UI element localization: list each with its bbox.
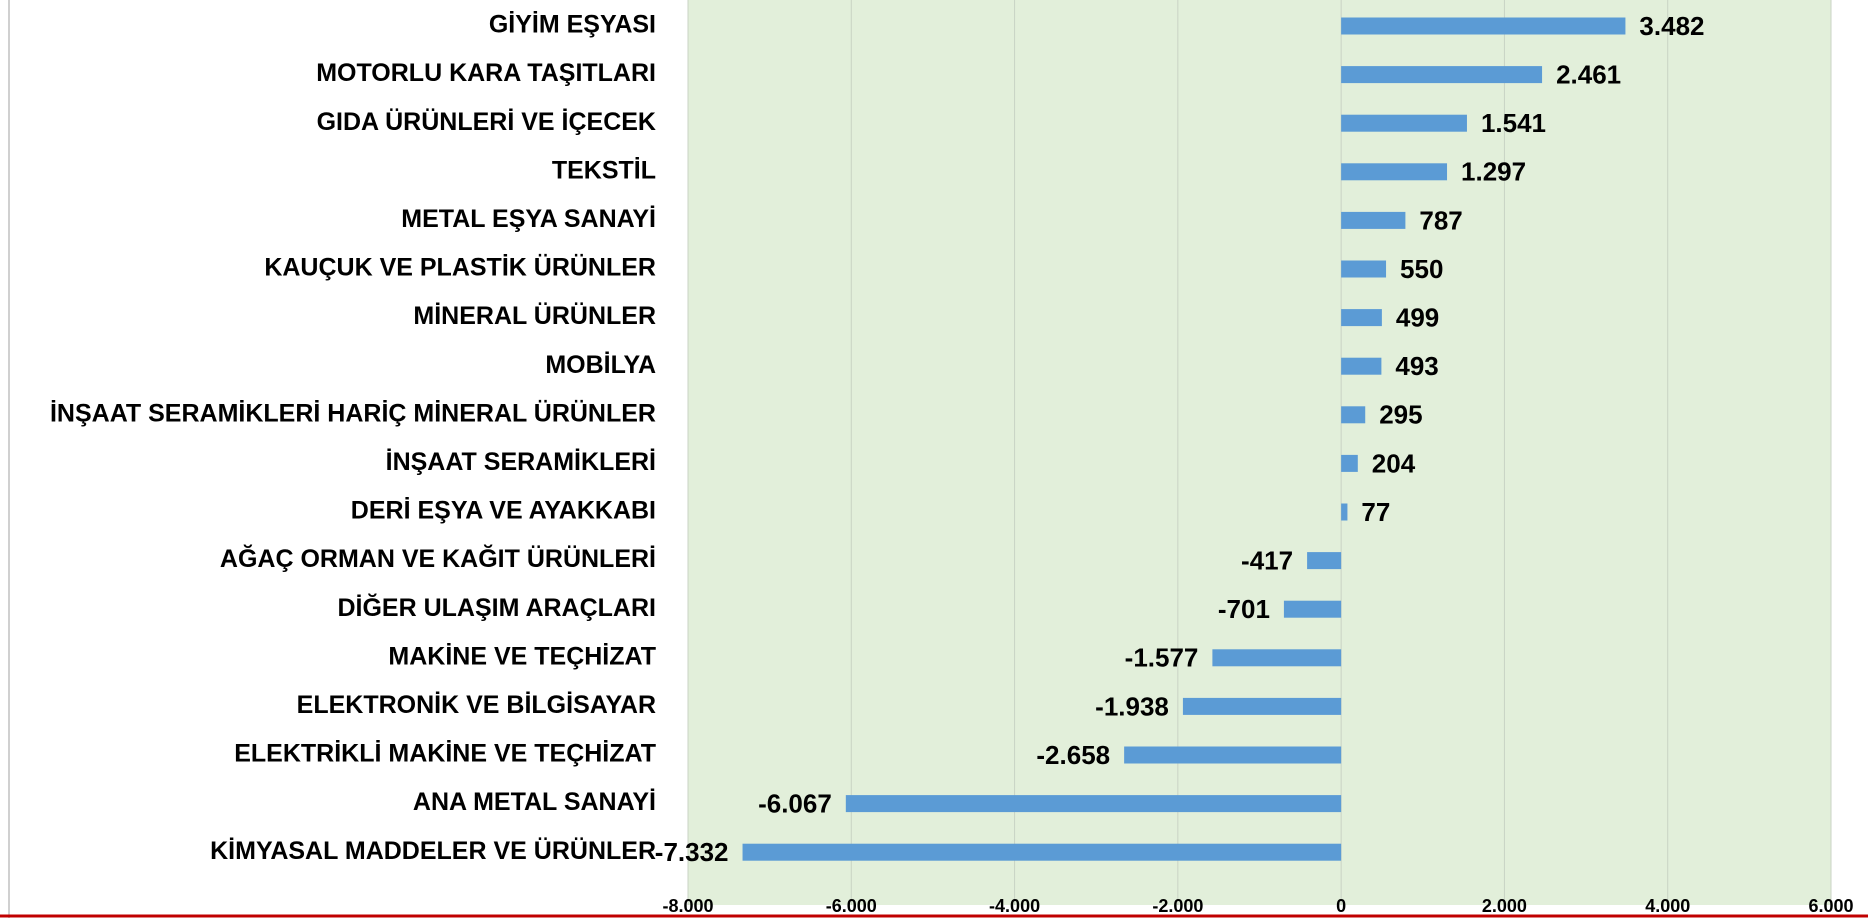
bar <box>1307 552 1342 570</box>
bar <box>1212 649 1342 667</box>
category-label: DERİ EŞYA VE AYAKKABI <box>351 497 656 525</box>
x-tick-label: -8.000 <box>662 896 713 916</box>
bar <box>1341 357 1382 375</box>
value-label: -417 <box>1241 545 1293 575</box>
x-tick-label: 2.000 <box>1482 896 1527 916</box>
category-label: GIDA ÜRÜNLERİ VE İÇECEK <box>317 107 656 136</box>
category-label: ANA METAL SANAYİ <box>413 788 656 816</box>
value-label: 493 <box>1395 351 1438 381</box>
value-label: -6.067 <box>758 788 832 818</box>
category-label: MAKİNE VE TEÇHİZAT <box>388 642 656 670</box>
category-label: MİNERAL ÜRÜNLER <box>413 301 656 330</box>
value-label: -7.332 <box>655 837 729 867</box>
bar <box>1341 17 1626 35</box>
bar <box>1341 503 1348 521</box>
bar <box>1182 697 1342 715</box>
bar <box>1341 406 1366 424</box>
value-label: -2.658 <box>1036 740 1110 770</box>
x-tick-label: 0 <box>1336 896 1346 916</box>
bar <box>1283 600 1342 618</box>
category-label: GİYİM EŞYASI <box>489 11 656 39</box>
category-label: KAUÇUK VE PLASTİK ÜRÜNLER <box>264 253 656 282</box>
category-label: MOBİLYA <box>545 351 656 379</box>
value-label: 3.482 <box>1639 11 1704 41</box>
category-label: DİĞER ULAŞIM ARAÇLARI <box>337 593 656 622</box>
value-label: 204 <box>1372 448 1416 478</box>
bar <box>1341 114 1467 132</box>
bar <box>1341 163 1448 181</box>
x-tick-label: -2.000 <box>1152 896 1203 916</box>
category-label: KİMYASAL MADDELER VE ÜRÜNLER <box>210 836 656 865</box>
value-label: 295 <box>1379 400 1422 430</box>
value-label: -1.577 <box>1125 643 1199 673</box>
category-label: METAL EŞYA SANAYİ <box>401 205 656 233</box>
plot-area <box>688 0 1831 905</box>
value-label: 2.461 <box>1556 59 1621 89</box>
category-label: İNŞAAT SERAMİKLERİ HARİÇ MİNERAL ÜRÜNLER <box>50 398 656 427</box>
bar <box>1341 454 1358 472</box>
bar <box>1341 309 1382 327</box>
value-label: 499 <box>1396 302 1439 332</box>
value-label: 550 <box>1400 254 1443 284</box>
bar <box>742 843 1342 861</box>
value-label: 77 <box>1361 497 1390 527</box>
value-label: 1.541 <box>1481 108 1546 138</box>
category-label: ELEKTRİKLİ MAKİNE VE TEÇHİZAT <box>234 740 656 768</box>
value-label: 1.297 <box>1461 157 1526 187</box>
bar <box>1341 66 1543 84</box>
category-label: AĞAÇ ORMAN VE KAĞIT ÜRÜNLERİ <box>220 544 656 573</box>
bar <box>845 795 1342 813</box>
x-tick-label: 6.000 <box>1808 896 1853 916</box>
value-label: 787 <box>1419 205 1462 235</box>
value-label: -701 <box>1218 594 1270 624</box>
category-label: İNŞAAT SERAMİKLERİ <box>386 448 656 476</box>
bar <box>1341 211 1406 229</box>
x-tick-label: -6.000 <box>826 896 877 916</box>
x-tick-label: 4.000 <box>1645 896 1690 916</box>
category-label: MOTORLU KARA TAŞITLARI <box>316 59 656 87</box>
value-label: -1.938 <box>1095 691 1169 721</box>
category-label: ELEKTRONİK VE BİLGİSAYAR <box>297 691 656 719</box>
category-label: TEKSTİL <box>552 156 656 184</box>
x-tick-label: -4.000 <box>989 896 1040 916</box>
bar <box>1124 746 1342 764</box>
bar <box>1341 260 1387 278</box>
